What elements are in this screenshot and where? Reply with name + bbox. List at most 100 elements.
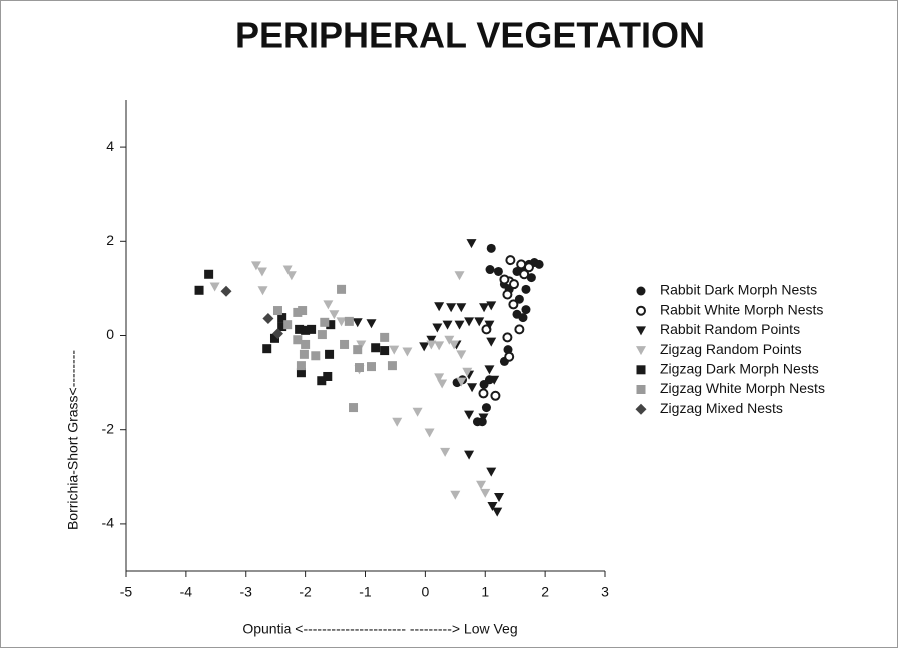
point (419, 342, 430, 352)
point (523, 262, 534, 273)
point (389, 345, 400, 355)
point (299, 349, 309, 359)
point (204, 269, 214, 279)
point (534, 259, 544, 269)
point (293, 307, 303, 317)
point (353, 345, 363, 355)
point (311, 351, 321, 361)
x-tick-label: 3 (601, 584, 609, 600)
x-tick-label: -4 (180, 584, 193, 600)
chart-title: PERIPHERAL VEGETATION (235, 15, 705, 56)
point (257, 286, 268, 296)
point (442, 320, 453, 330)
point (323, 300, 334, 310)
point (323, 371, 333, 381)
point (301, 339, 311, 349)
point (336, 317, 347, 327)
point (446, 303, 457, 313)
point (272, 306, 282, 316)
legend-marker (636, 346, 646, 356)
point (478, 413, 489, 423)
point (444, 335, 455, 345)
point (508, 279, 519, 290)
point (481, 403, 491, 413)
point (514, 324, 525, 335)
x-tick-label: -5 (120, 584, 133, 600)
point (466, 239, 477, 249)
point (340, 339, 350, 349)
point (402, 347, 413, 357)
point (380, 332, 390, 342)
point (492, 507, 503, 517)
point (484, 320, 495, 330)
point (480, 488, 491, 498)
point (412, 407, 423, 417)
x-axis-label: Opuntia <---------------------- --------… (242, 621, 517, 637)
point (426, 340, 437, 350)
legend-label: Zigzag White Morph Nests (660, 380, 825, 396)
legend-marker (636, 305, 646, 316)
point (298, 306, 308, 316)
point (454, 271, 465, 281)
legend-label: Rabbit Dark Morph Nests (660, 282, 817, 298)
point (286, 271, 297, 281)
point (502, 332, 513, 343)
point (366, 362, 376, 372)
point (490, 390, 501, 401)
point (505, 255, 516, 266)
point (317, 376, 327, 386)
point (486, 467, 497, 477)
point (380, 346, 390, 356)
point (474, 317, 485, 327)
point (456, 377, 467, 387)
point (366, 319, 377, 329)
legend-label: Zigzag Dark Morph Nests (660, 361, 819, 377)
point (349, 403, 359, 413)
point (489, 375, 500, 385)
point (434, 341, 445, 351)
point (262, 344, 272, 354)
legend-marker (636, 365, 646, 375)
point (209, 282, 220, 292)
x-tick-label: 1 (481, 584, 489, 600)
legend-label: Zigzag Mixed Nests (660, 400, 783, 416)
point (479, 303, 490, 313)
y-tick-label: 2 (106, 232, 114, 248)
legend-label: Rabbit White Morph Nests (660, 301, 823, 317)
point (485, 265, 495, 275)
point (432, 323, 443, 333)
point (464, 317, 475, 327)
point (277, 322, 287, 332)
point (250, 261, 261, 271)
point (521, 284, 531, 294)
point (440, 447, 451, 457)
point (484, 365, 495, 375)
point (271, 328, 283, 340)
point (486, 337, 497, 347)
y-tick-label: -4 (102, 515, 115, 531)
point (424, 428, 435, 438)
point (499, 274, 510, 285)
point (307, 324, 317, 334)
point (282, 265, 293, 275)
point (220, 285, 232, 297)
point (504, 351, 515, 362)
point (478, 388, 489, 399)
point (326, 320, 336, 330)
point (269, 333, 279, 343)
point (434, 373, 445, 383)
y-tick-label: 0 (106, 326, 114, 342)
point (486, 301, 497, 311)
point (526, 273, 536, 283)
x-tick-label: -3 (240, 584, 253, 600)
point (329, 310, 340, 320)
point (502, 289, 513, 300)
x-tick-label: -1 (359, 584, 372, 600)
legend-marker (636, 326, 646, 336)
point (479, 379, 489, 389)
point (371, 343, 381, 353)
point (449, 340, 460, 350)
point (494, 493, 505, 503)
legend-marker (635, 403, 647, 415)
